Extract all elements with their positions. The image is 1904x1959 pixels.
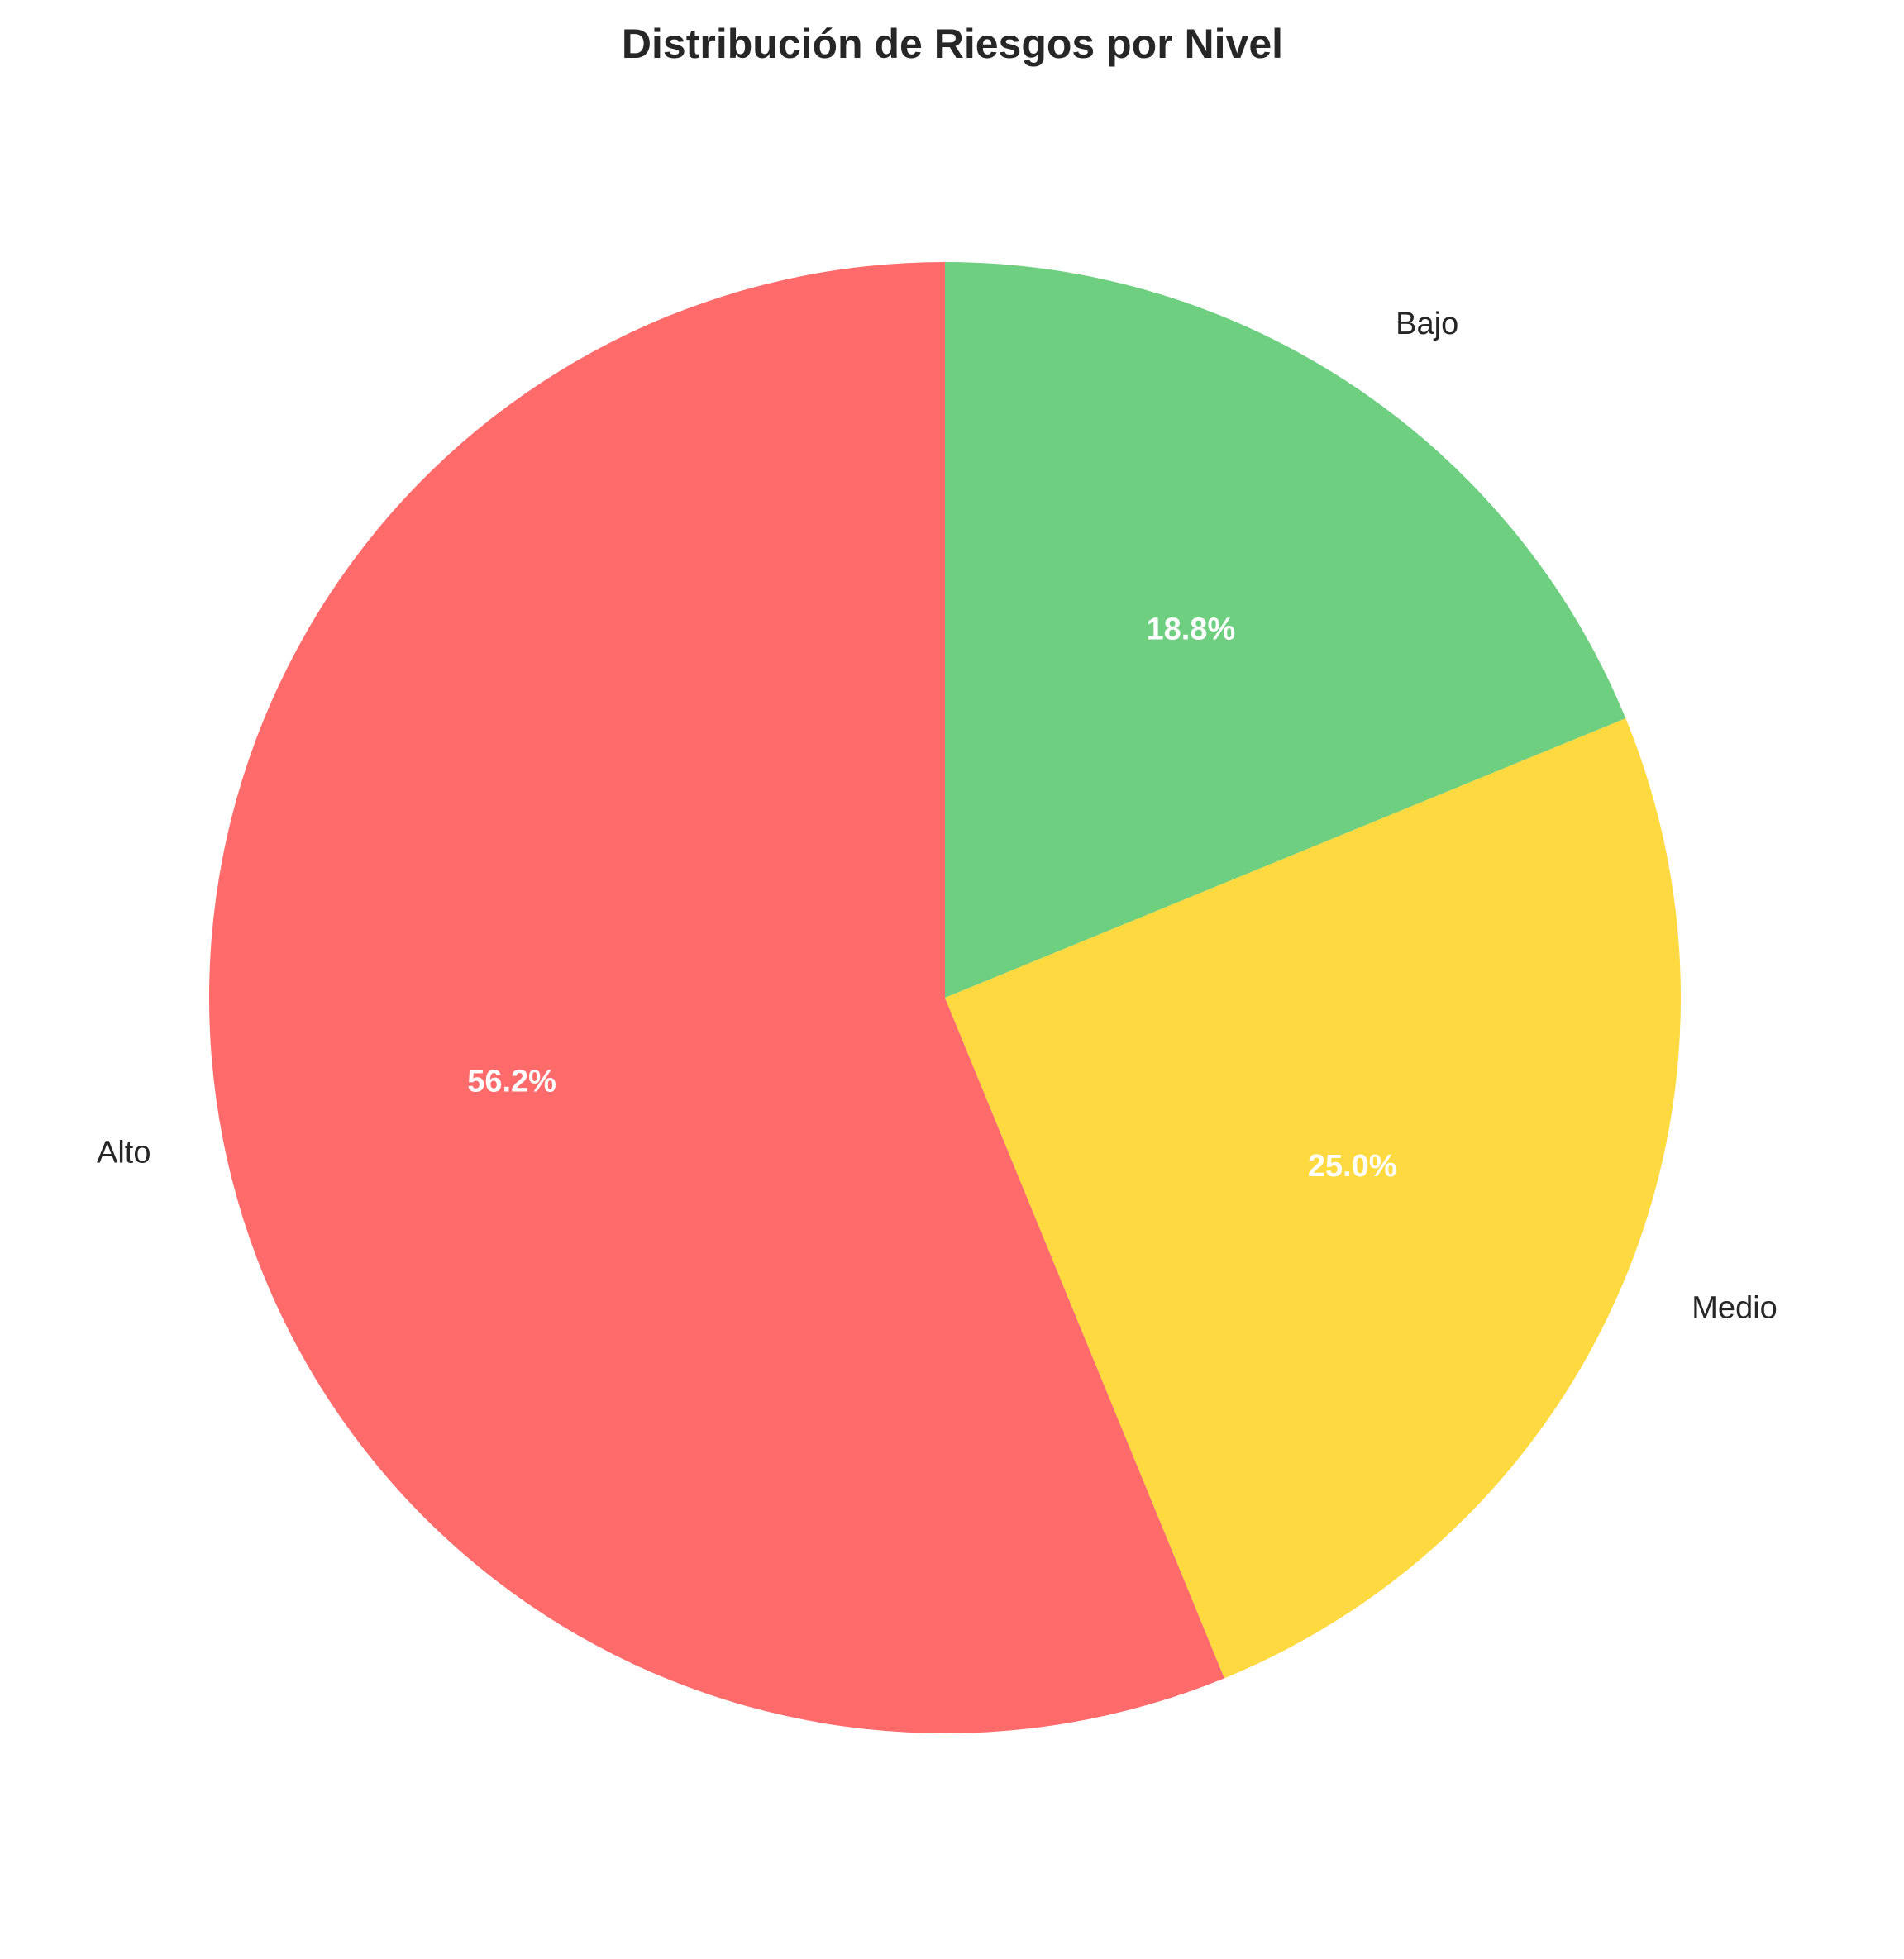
pie-slice-bajo [945,261,1626,998]
slice-percent-bajo: 18.8% [1146,612,1235,646]
pie-slice-alto [209,262,1225,1733]
pie-slices [209,261,1681,1733]
slice-label-bajo: Bajo [1396,307,1458,341]
pie-labels: Alto 56.2% Medio 25.0% Bajo 18.8% [97,307,1778,1326]
slice-label-alto: Alto [97,1136,150,1170]
pie-slice-medio [945,717,1681,1679]
slice-label-medio: Medio [1692,1291,1778,1326]
slice-percent-alto: 56.2% [467,1064,556,1099]
chart-title: Distribución de Riesgos por Nivel [622,21,1283,67]
slice-percent-medio: 25.0% [1308,1149,1397,1184]
